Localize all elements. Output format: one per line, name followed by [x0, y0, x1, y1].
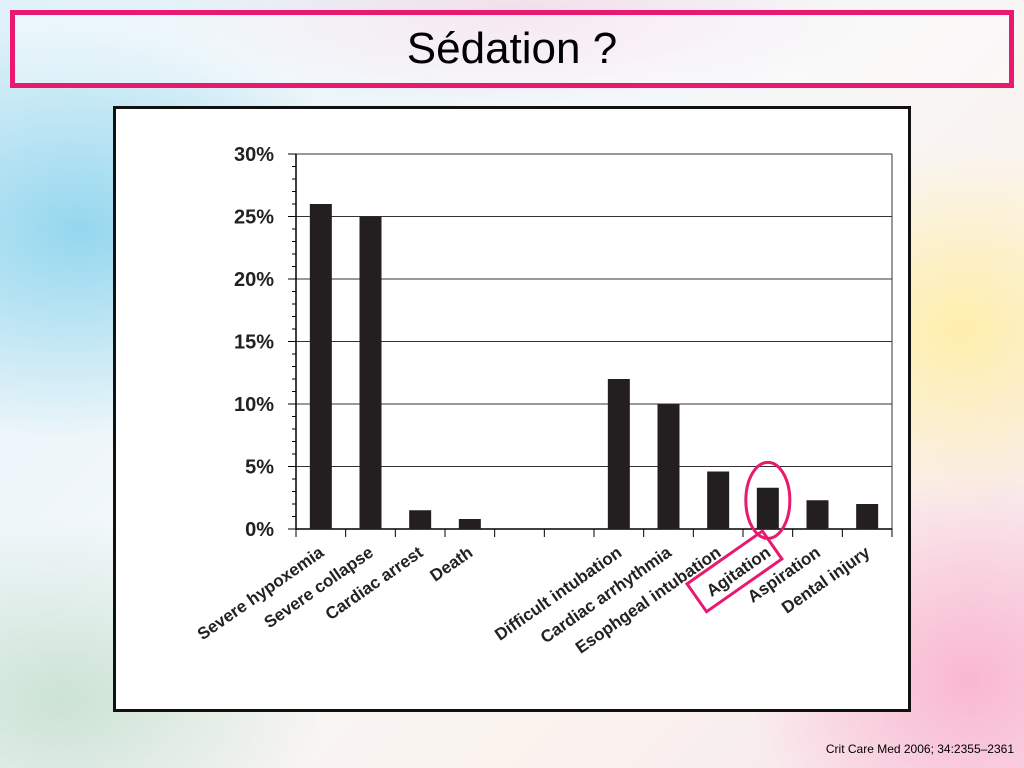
y-tick-label: 30% — [234, 144, 274, 166]
bar-agitation — [756, 487, 779, 529]
bar-cardiac-arrhythmia — [657, 404, 680, 529]
y-tick-label: 15% — [234, 332, 274, 354]
bar-dental-injury — [856, 504, 879, 529]
bar-severe-hypoxemia — [309, 204, 332, 529]
chart-frame: 0% 5% 10% 15% 20% 25% 30% Severe hypoxemia Sever… — [113, 106, 911, 712]
title-box: Sédation ? — [10, 10, 1014, 88]
slide-title: Sédation ? — [406, 24, 618, 73]
bar-esophgeal-intubation — [707, 471, 730, 529]
bar-difficult-intubation — [607, 379, 630, 529]
highlight-label-box — [684, 528, 784, 614]
bar-death — [458, 519, 481, 529]
y-tick-label: 25% — [234, 207, 274, 229]
bar-cardiac-arrest — [409, 510, 432, 529]
y-tick-label: 0% — [245, 519, 274, 541]
bar-aspiration — [806, 500, 829, 529]
bar-chart: 0%5%10%15%20%25%30%Severe hypoxemiaSever… — [194, 144, 893, 657]
y-tick-label: 20% — [234, 269, 274, 291]
y-tick-label: 10% — [234, 394, 274, 416]
bar-severe-collapse — [359, 216, 382, 529]
y-tick-label: 5% — [245, 457, 274, 479]
citation: Crit Care Med 2006; 34:2355–2361 — [825, 742, 1014, 756]
x-tick-label: Death — [427, 543, 477, 586]
